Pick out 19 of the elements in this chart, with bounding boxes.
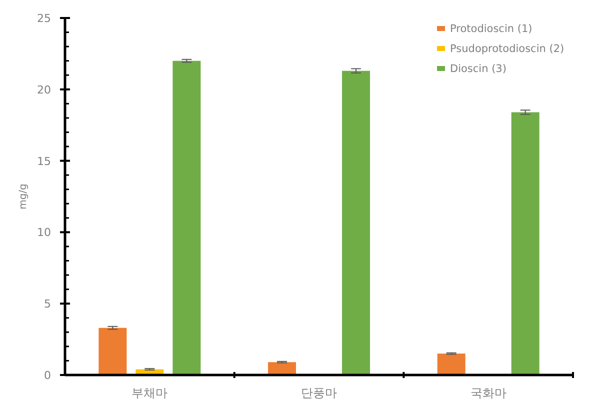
y-tick-label: 5 bbox=[44, 298, 51, 311]
x-tick-label: 국화마 bbox=[470, 386, 506, 400]
x-tick-label: 부채마 bbox=[132, 386, 168, 400]
y-tick-label: 0 bbox=[44, 369, 51, 382]
bar bbox=[342, 70, 370, 375]
bar bbox=[98, 328, 127, 375]
bar bbox=[172, 60, 201, 375]
y-tick-label: 20 bbox=[37, 83, 51, 96]
y-tick-label: 10 bbox=[37, 226, 51, 240]
x-tick-label: 단풍마 bbox=[301, 386, 337, 400]
y-tick-label: 15 bbox=[37, 154, 51, 168]
legend-label: Psudoprotodioscin (2) bbox=[450, 43, 564, 55]
bar bbox=[268, 362, 296, 375]
legend-label: Dioscin (3) bbox=[450, 63, 506, 75]
bar bbox=[511, 112, 540, 375]
y-tick-label: 25 bbox=[37, 12, 51, 25]
bar bbox=[437, 354, 466, 375]
y-axis-title: mg/g bbox=[18, 184, 29, 210]
legend-label: Protodioscin (1) bbox=[450, 23, 532, 35]
